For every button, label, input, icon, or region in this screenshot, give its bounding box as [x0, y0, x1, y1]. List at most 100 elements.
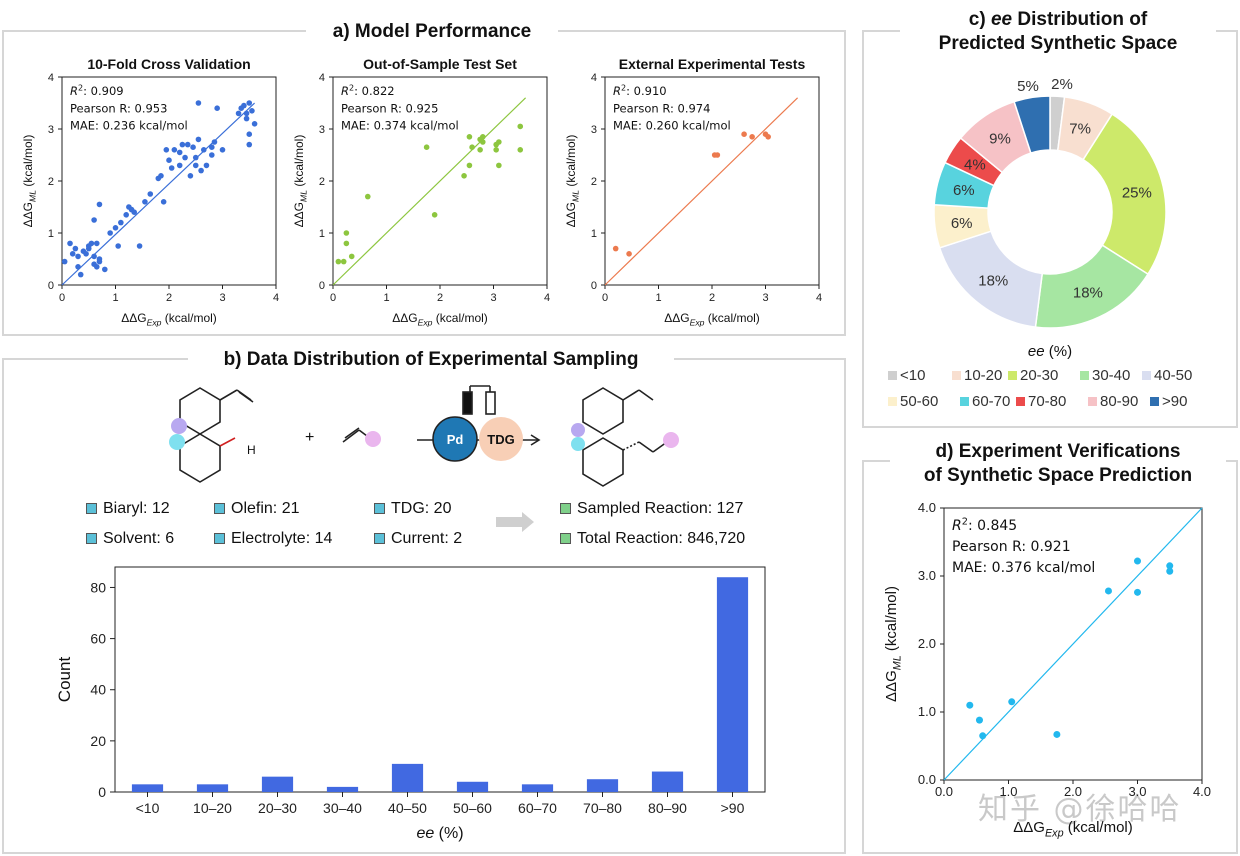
data-point [209, 152, 215, 158]
data-point [335, 258, 342, 265]
data-point [480, 139, 486, 145]
data-point [517, 147, 524, 153]
parameter-legend: Biaryl: 12 Olefin: 21 TDG: 20 Solvent: 6 Ele… [86, 500, 506, 556]
reaction-scheme: Pd TDG H + [169, 385, 679, 487]
data-point [477, 147, 483, 153]
slice-label: 7% [1069, 120, 1091, 137]
bar [261, 776, 294, 792]
mae-stat: MAE: 0.260 kcal/mol [613, 119, 731, 133]
param-legend-item: TDG: 20 [374, 500, 504, 518]
r2-stat: R2: 0.822 [341, 83, 395, 98]
gray-arrow [496, 512, 534, 532]
y-axis-label: ΔΔGML (kcal/mol) [21, 135, 38, 228]
panel-d-title-line2: of Synthetic Space Prediction [923, 465, 1193, 486]
tdg-circle [479, 417, 523, 461]
data-point [85, 245, 92, 252]
slice-label: 2% [1051, 76, 1073, 93]
y-tick-label: 2.0 [918, 636, 936, 651]
data-point [195, 100, 202, 106]
data-point [190, 144, 196, 150]
y-tick-label: 2 [319, 176, 325, 188]
data-point [340, 258, 347, 265]
y-axis-label: ΔΔGML (kcal/mol) [883, 586, 904, 702]
y-tick-label: 4 [319, 72, 325, 84]
slice-label: 5% [1017, 78, 1039, 95]
data-point [466, 162, 473, 169]
data-point [1008, 698, 1016, 706]
r2-stat: R2: 0.910 [613, 83, 667, 98]
reaction-legend-label: Total Reaction: [577, 530, 688, 547]
product-substituent-cyan [571, 437, 585, 451]
x-axis-label: ΔΔGExp (kcal/mol) [664, 311, 760, 328]
data-point [75, 253, 81, 260]
data-point [147, 191, 154, 197]
pearson-stat: Pearson R: 0.925 [341, 101, 438, 115]
data-point [96, 201, 103, 208]
y-tick-label: 1.0 [918, 704, 936, 719]
param-legend-item: Solvent: 6 [86, 530, 214, 548]
x-tick-label: >90 [721, 800, 745, 816]
y-axis-label: Count [55, 657, 74, 703]
bar [391, 763, 424, 792]
data-point [184, 141, 191, 148]
x-tick-label: 4 [273, 292, 279, 304]
x-tick-label: 0.0 [935, 784, 953, 799]
fit-line [604, 97, 799, 286]
y-tick-label: 0 [98, 784, 106, 800]
data-point [749, 134, 755, 140]
x-tick-label: 4 [544, 292, 550, 304]
y-tick-label: 20 [90, 733, 106, 749]
reaction-legend-label: Sampled Reaction: [577, 500, 717, 517]
data-point [171, 147, 178, 153]
param-legend-item: Current: 2 [374, 530, 504, 548]
data-point [626, 251, 632, 257]
bar [196, 784, 229, 792]
slice-label: 18% [978, 273, 1008, 290]
data-point [192, 162, 199, 169]
reaction-legend-item: Total Reaction: 846,720 [560, 530, 745, 548]
r2-stat: R2: 0.909 [70, 83, 124, 98]
data-point [182, 154, 188, 161]
data-point [1104, 587, 1112, 595]
param-legend-item: Olefin: 21 [214, 500, 374, 518]
data-point [203, 162, 210, 169]
bar [586, 779, 619, 792]
legend-swatch [1080, 371, 1089, 380]
data-point [61, 258, 68, 265]
param-legend-value: 20 [433, 500, 452, 517]
x-tick-label: 3.0 [1128, 784, 1146, 799]
data-point [200, 147, 207, 153]
reaction-legend-swatch [560, 533, 571, 545]
panel-c-title-ee: ee [990, 9, 1013, 30]
legend-swatch [1142, 371, 1151, 380]
y-tick-label: 1 [591, 228, 597, 240]
fit-line [332, 97, 527, 286]
data-point [67, 240, 73, 247]
data-point [612, 245, 619, 252]
x-tick-label: 1.0 [999, 784, 1017, 799]
pearson-stat: Pearson R: 0.953 [70, 101, 167, 115]
mae-stat: MAE: 0.376 kcal/mol [952, 560, 1095, 576]
data-point [91, 217, 97, 223]
panel-d-title: d) Experiment Verifications of Synthetic… [890, 440, 1226, 488]
x-tick-label: 1 [655, 292, 661, 304]
param-legend-label: Current: [391, 530, 454, 547]
product-bottom-ring [582, 437, 624, 487]
legend-label: 10-20 [964, 367, 1002, 384]
y-tick-label: 0.0 [918, 772, 936, 787]
bar-plot-frame [114, 566, 766, 793]
plot-title: External Experimental Tests [619, 56, 806, 72]
x-tick-label: 2 [437, 292, 443, 304]
data-point [493, 147, 499, 153]
y-tick-label: 3 [48, 124, 54, 136]
data-point [461, 173, 467, 179]
param-legend-label: Olefin: [231, 500, 282, 517]
legend-right-list: Sampled Reaction: 127 Total Reaction: 846… [560, 500, 745, 548]
data-point [209, 144, 215, 150]
legend-label: 50-60 [900, 393, 938, 410]
y-tick-label: 0 [591, 280, 597, 292]
slice-label: 6% [953, 182, 975, 199]
x-tick-label: 1 [112, 292, 118, 304]
data-point [179, 141, 186, 148]
y-tick-label: 2 [48, 176, 54, 188]
